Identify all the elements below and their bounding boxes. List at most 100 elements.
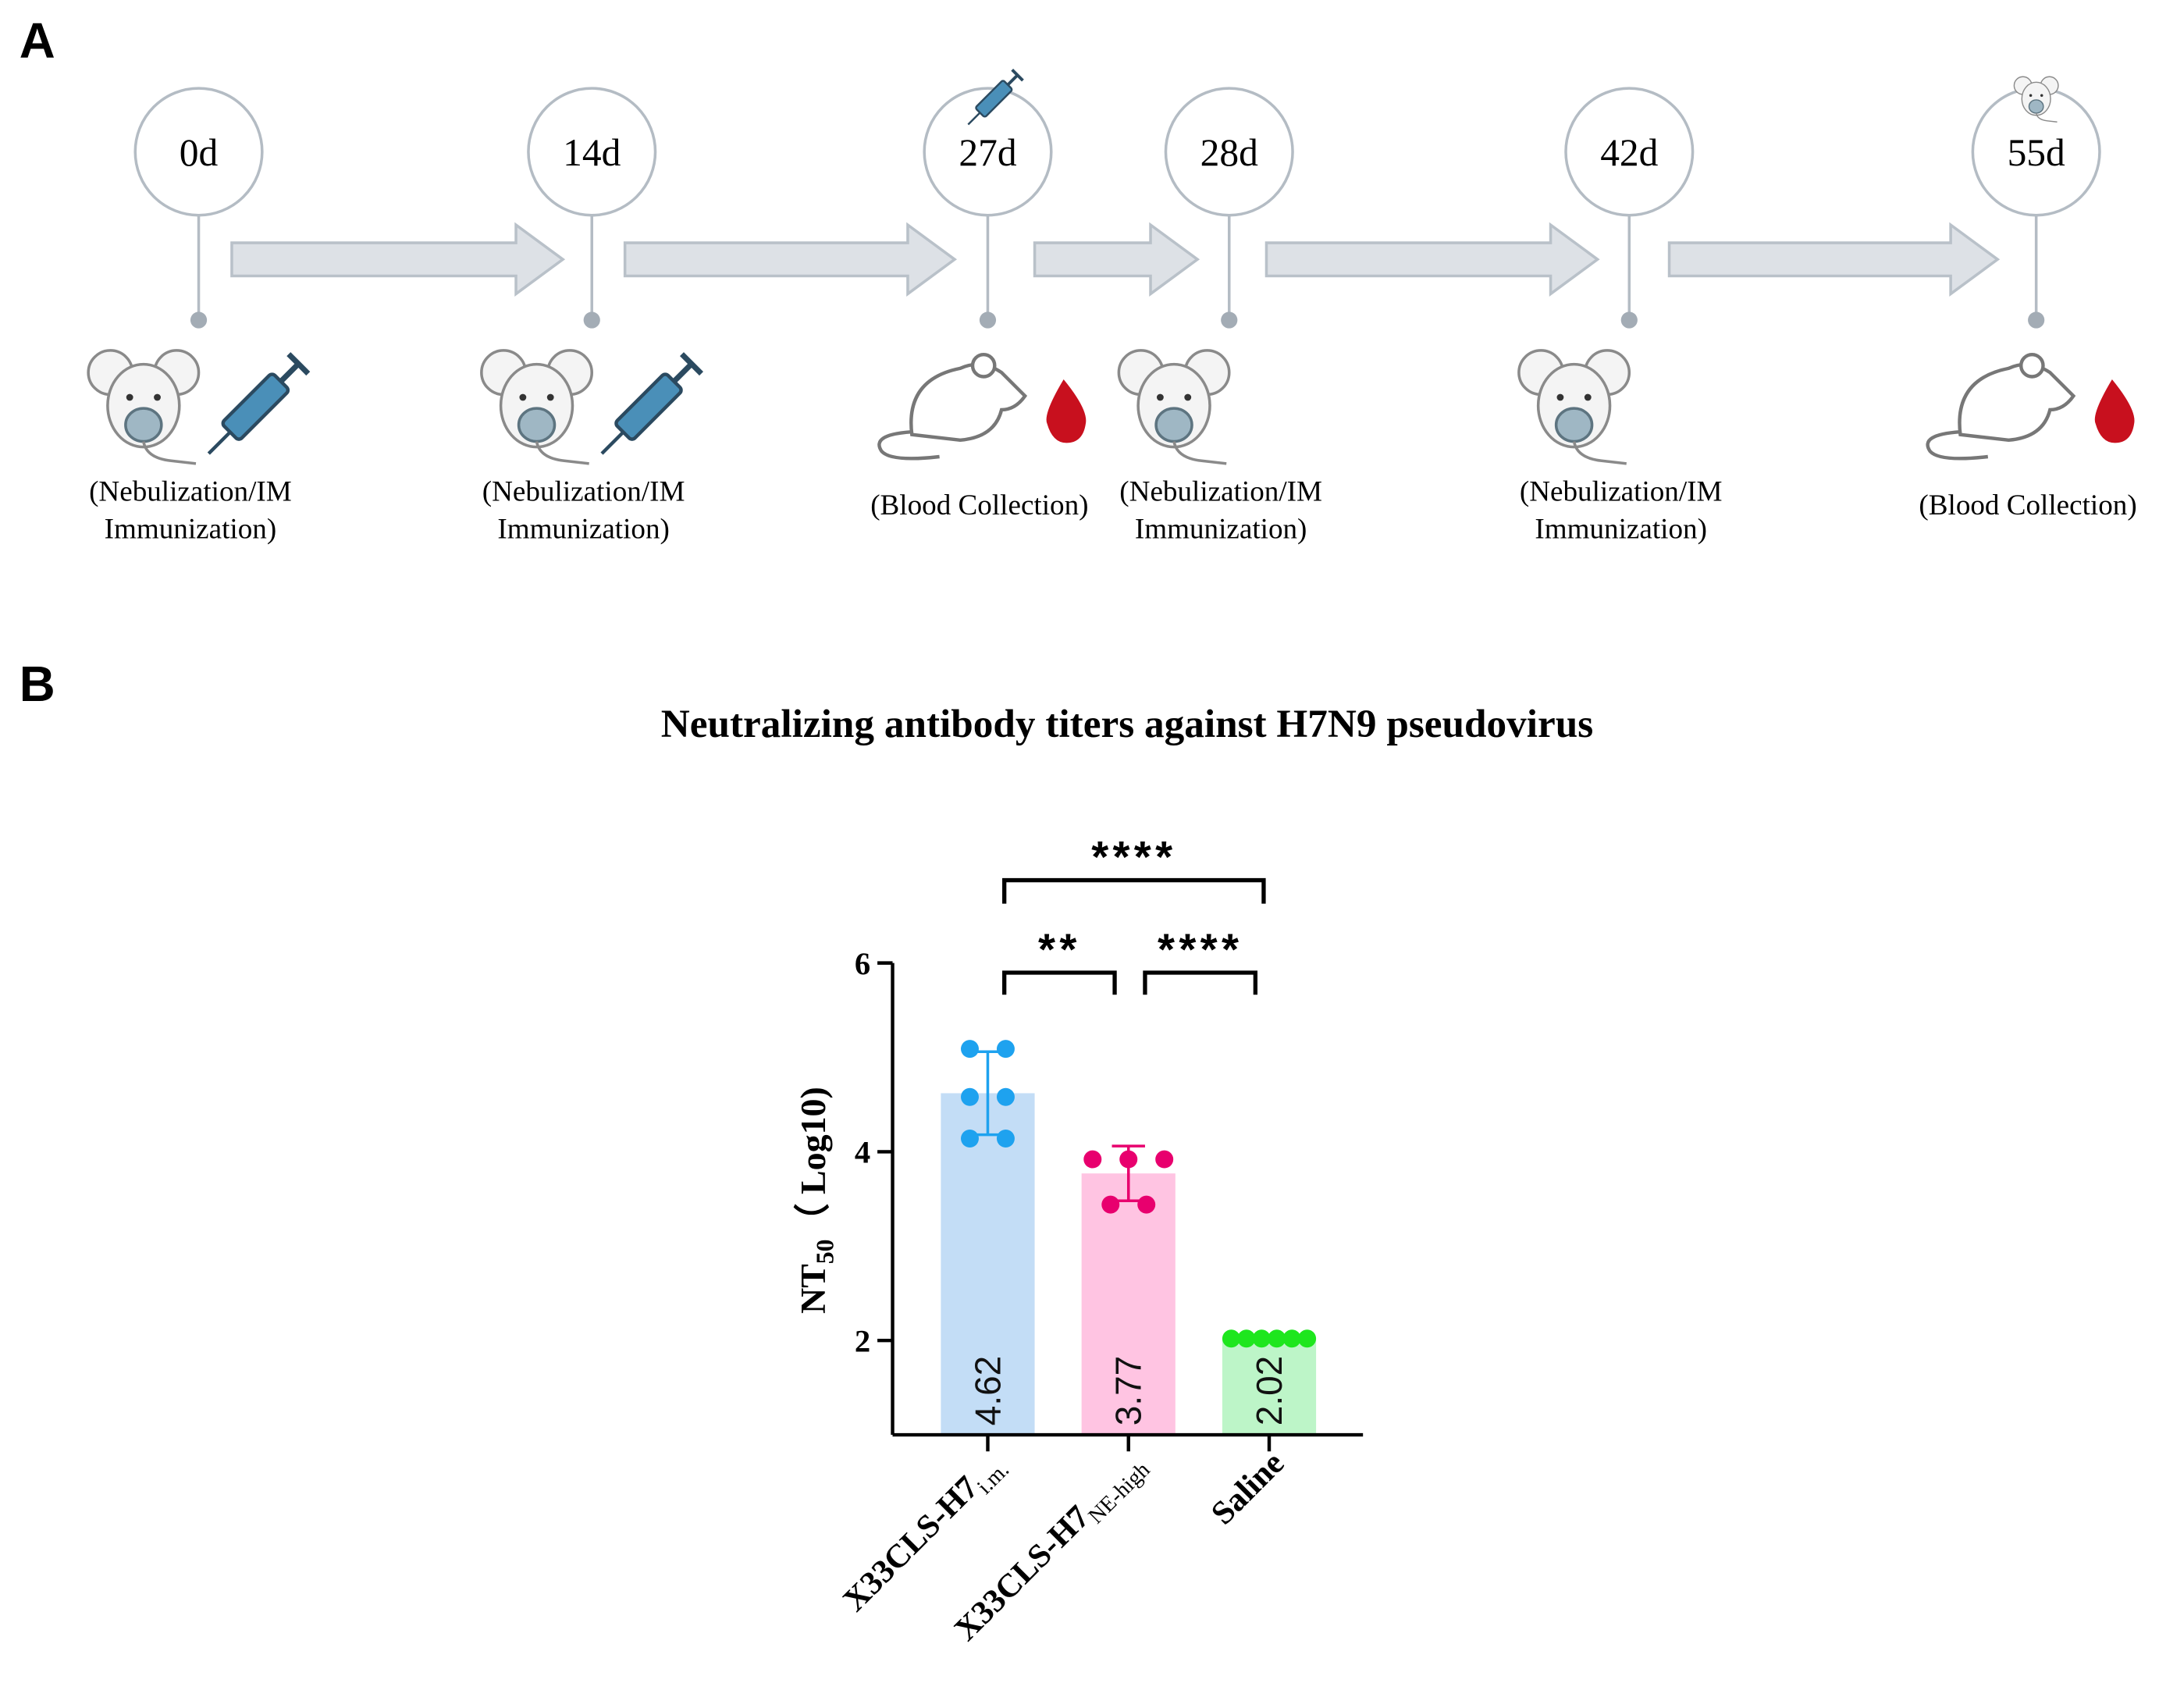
mouse-tail [877,429,940,461]
mouse-icon [1517,349,1631,465]
mask-tube [2035,112,2058,123]
day-label: 28d [1200,131,1258,174]
timeline-caption: Immunization) [497,513,670,545]
timeline-caption: (Blood Collection) [870,489,1088,521]
data-point [961,1129,979,1148]
eye [2040,94,2043,98]
y-tick-label: 4 [855,1135,870,1170]
data-point [996,1040,1015,1059]
data-point [1083,1150,1102,1169]
category-subscript: NE-high [1084,1457,1155,1528]
timeline-dot [2028,311,2045,329]
mask-tube [1572,441,1627,465]
mouse-body [1958,362,2076,443]
timeline-caption: (Nebulization/IM [89,476,292,508]
barrel [221,372,290,441]
data-point [961,1040,979,1059]
timeline-dot [583,311,600,329]
y-label-sub: 50 [812,1239,839,1264]
value-label: 3.77 [1108,1356,1149,1425]
y-label-main: NT [793,1264,833,1314]
y-tick-label: 6 [855,946,870,981]
syringe-icon [600,352,703,455]
timeline-arrow [623,222,958,297]
data-point [1282,1329,1301,1348]
mouse-tail [1926,429,1989,461]
data-point [1101,1195,1120,1214]
timeline-caption: (Nebulization/IM [482,476,685,508]
significance-label: **** [1158,924,1243,973]
mouse-icon [87,349,201,465]
mask [124,407,163,443]
mouse-body-icon [877,353,1087,461]
day-label: 42d [1600,131,1658,174]
syringe-icon [967,68,1024,126]
eye [519,393,527,401]
y-axis-label: NT50（ Log10) [793,1087,839,1314]
needle [967,112,981,126]
data-point [1137,1195,1156,1214]
day-label: 55d [2008,131,2065,174]
error-bar [971,1050,1005,1137]
mouse-icon [480,349,594,465]
mask [1154,407,1193,443]
significance-label: **** [1091,832,1176,881]
panel-label: B [20,657,55,712]
timeline-dot [1221,311,1238,329]
blood-drop [1046,379,1087,443]
timeline-caption: Immunization) [1535,513,1707,545]
timeline-caption: Immunization) [1135,513,1307,545]
plunger [1006,73,1019,86]
mouse-icon [2013,76,2059,123]
data-point [1237,1329,1256,1348]
value-label: 4.62 [967,1356,1008,1425]
data-point [1222,1329,1240,1348]
mask-tube [142,441,197,465]
mouse-ear [2019,353,2045,379]
plunger-end [286,352,311,376]
timeline-dot [1620,311,1638,329]
syringe-icon [207,352,311,455]
panel-label: A [20,13,55,69]
eye [1556,393,1564,401]
eye [1584,393,1592,401]
significance-label: ** [1038,924,1081,973]
timeline-caption: (Nebulization/IM [1520,476,1723,508]
category-name: X33CLS-H7 [948,1499,1097,1649]
mask [517,407,557,443]
needle [600,431,625,455]
significance-bracket [1143,970,1257,995]
eye [126,393,133,401]
eye [546,393,554,401]
mask-tube [1172,441,1227,465]
blood-drop [2094,379,2135,443]
mask [2028,99,2044,114]
timeline-dot [979,311,997,329]
day-label: 14d [563,131,621,174]
y-label-rest: （ Log10) [793,1087,833,1239]
mouse-body-icon [1926,353,2135,461]
y-tick-label: 2 [855,1323,870,1358]
plunger-end [679,352,703,376]
timeline-arrow [1667,222,2001,297]
timeline-caption: (Nebulization/IM [1119,476,1322,508]
day-label: 27d [959,131,1016,174]
eye [1184,393,1192,401]
barrel [614,372,683,441]
timeline-dot [190,311,208,329]
plunger [279,361,301,384]
mouse-icon [1117,349,1231,465]
eye [2029,94,2033,98]
timeline-arrow [1264,222,1600,297]
mouse-ear [970,353,997,379]
significance-bracket [1002,970,1117,995]
data-point [1155,1150,1174,1169]
eye [1156,393,1164,401]
mouse-body [909,362,1028,443]
day-label: 0d [180,131,219,174]
timeline-arrow [230,222,566,297]
data-point [996,1087,1015,1106]
bar [1222,1338,1317,1436]
plunger-end [1011,68,1024,82]
